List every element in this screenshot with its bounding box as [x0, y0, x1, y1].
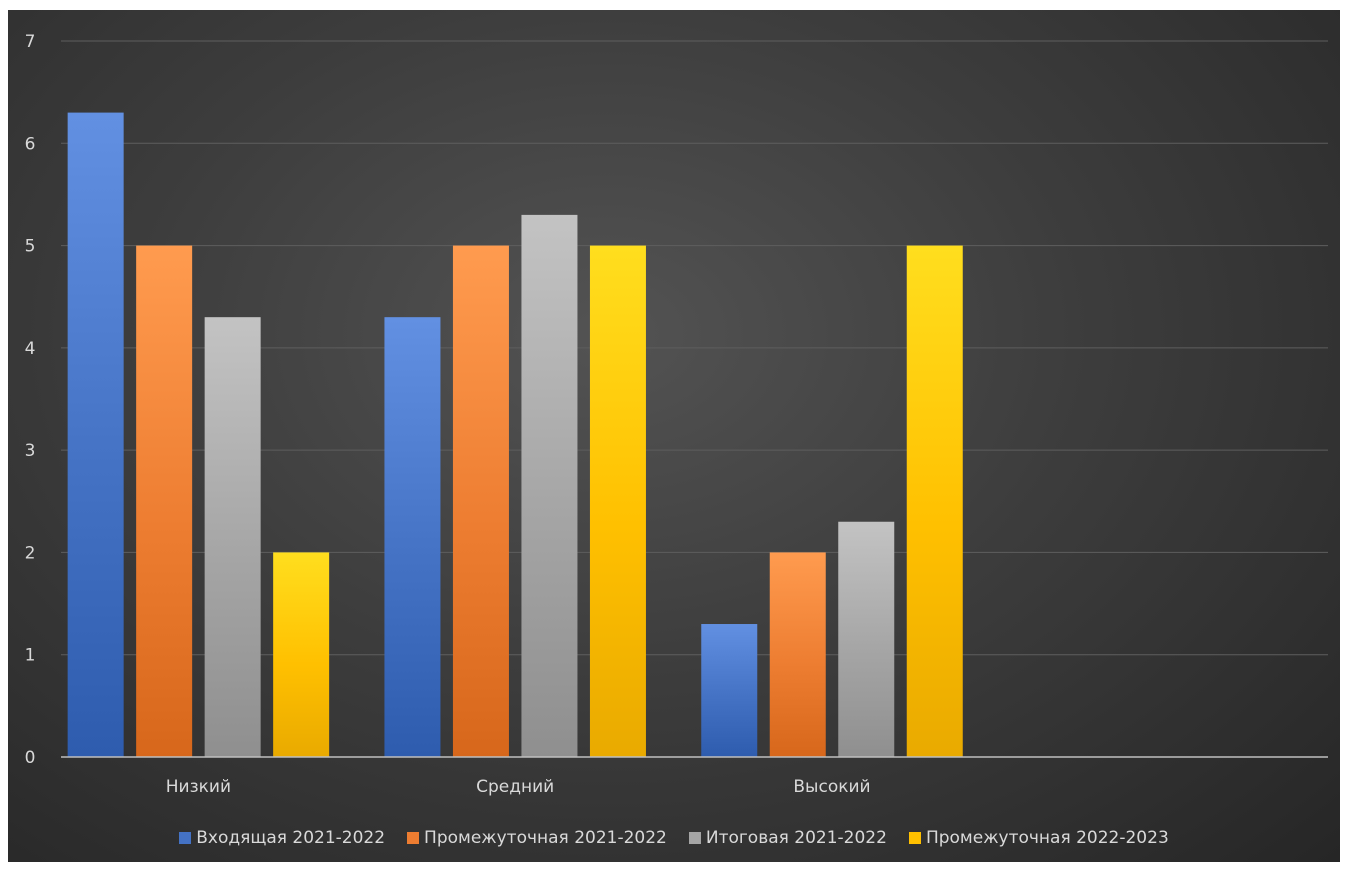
bar — [136, 245, 193, 758]
legend-label: Входящая 2021-2022 — [196, 828, 386, 848]
y-tick-label: 6 — [25, 134, 36, 154]
bar — [384, 317, 441, 757]
axes: 0 1 2 3 4 5 6 7 Низкий Средний Высокий — [25, 32, 1328, 797]
legend-item: Промежуточная 2021-2022 — [407, 828, 667, 848]
x-category-label: Средний — [476, 777, 554, 797]
bar — [838, 521, 895, 757]
x-category-label: Высокий — [793, 777, 870, 797]
y-tick-label: 2 — [25, 543, 36, 563]
y-tick-label: 1 — [25, 646, 36, 666]
legend-label: Промежуточная 2021-2022 — [424, 828, 667, 848]
legend-label: Промежуточная 2022-2023 — [925, 828, 1169, 848]
bar — [701, 624, 758, 757]
legend-label: Итоговая 2021-2022 — [705, 828, 887, 848]
bar — [204, 317, 261, 757]
bar — [67, 112, 124, 758]
legend-swatch — [179, 832, 192, 844]
y-tick-label: 3 — [25, 441, 36, 461]
x-category-label: Низкий — [166, 777, 231, 797]
bar — [769, 552, 826, 757]
bar-chart: 0 1 2 3 4 5 6 7 Низкий Средний Высокий — [25, 32, 1328, 797]
y-tick-label: 4 — [25, 339, 36, 359]
legend: Входящая 2021-2022 Промежуточная 2021-202… — [8, 828, 1340, 848]
legend-swatch — [908, 832, 921, 844]
y-tick-label: 0 — [25, 748, 36, 768]
legend-swatch — [407, 832, 420, 844]
bar — [589, 245, 646, 758]
bar — [273, 552, 330, 757]
chart-area: 0 1 2 3 4 5 6 7 Низкий Средний Высокий Входящая 20… — [8, 10, 1340, 862]
bar — [521, 214, 578, 757]
bar — [906, 245, 963, 758]
bar — [452, 245, 509, 758]
legend-swatch — [688, 832, 701, 844]
legend-item: Входящая 2021-2022 — [179, 828, 385, 848]
bars — [67, 112, 963, 758]
y-tick-label: 7 — [25, 32, 36, 52]
legend-item: Итоговая 2021-2022 — [688, 828, 887, 848]
legend-item: Промежуточная 2022-2023 — [908, 828, 1169, 848]
gridlines — [61, 40, 1328, 656]
y-tick-label: 5 — [25, 237, 36, 257]
